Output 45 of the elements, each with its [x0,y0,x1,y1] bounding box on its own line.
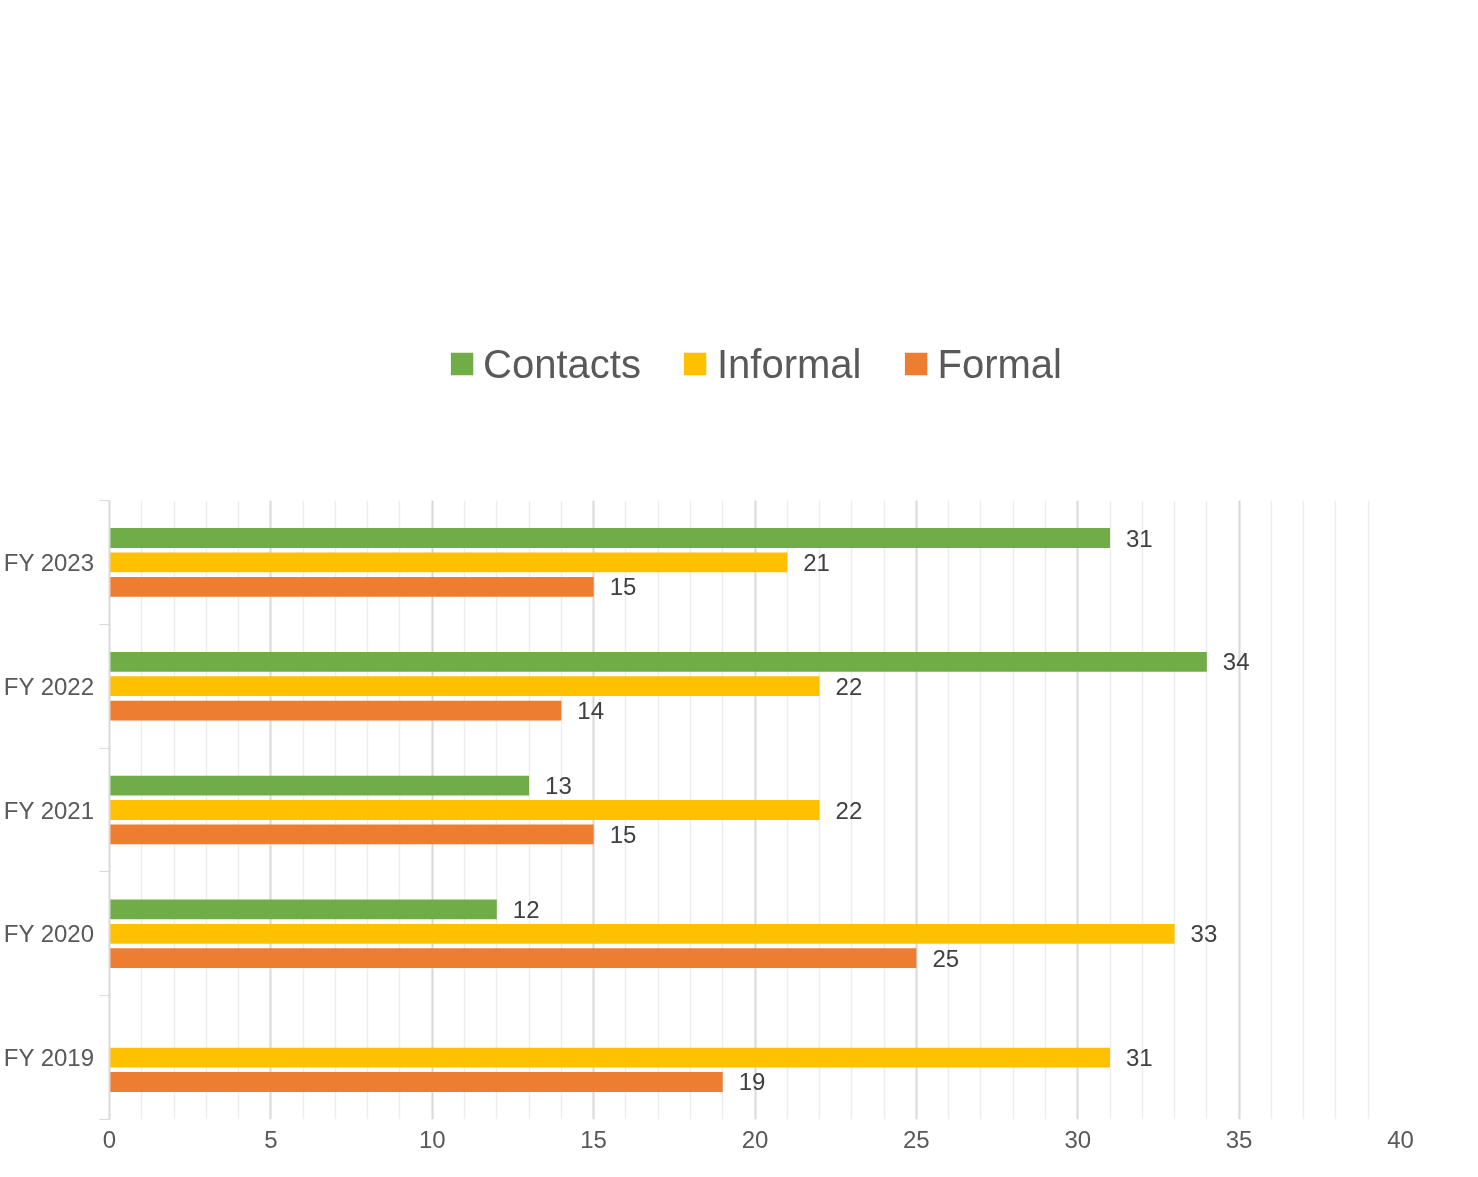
x-tick-label: 35 [1225,1125,1253,1153]
x-tick-label: 40 [1387,1125,1414,1153]
bar [109,1047,1111,1068]
y-tick-label: FY 2020 [3,920,95,948]
data-label: 22 [835,672,863,700]
data-label: 19 [738,1068,766,1096]
bar [109,923,1175,944]
data-label: 22 [835,796,863,824]
legend-label: Formal [937,341,1062,387]
x-tick-label: 25 [903,1125,930,1153]
data-label: 31 [1126,524,1153,552]
legend-label: Contacts [483,341,641,387]
x-tick-label: 15 [580,1125,607,1153]
bar [109,824,594,845]
data-label: 25 [932,944,960,972]
bar [109,1072,723,1092]
bar [109,800,820,820]
y-tick-label: FY 2022 [3,672,95,700]
bar [109,899,497,920]
bar [109,700,562,721]
x-tick-label: 0 [102,1125,117,1153]
x-tick-label: 30 [1064,1125,1092,1153]
legend-label: Informal [716,341,862,387]
y-tick-label: FY 2021 [3,796,95,824]
data-label: 31 [1126,1044,1153,1072]
bar [109,775,530,796]
data-label: 15 [609,820,637,848]
bar [109,576,594,597]
bar [109,552,788,573]
data-label: 33 [1190,920,1218,948]
y-tick-label: FY 2023 [3,548,95,576]
x-tick-label: 20 [741,1125,769,1153]
bar [109,676,820,697]
y-tick-label: FY 2019 [3,1044,95,1072]
x-tick-label: 10 [418,1125,446,1153]
bar [109,651,1207,672]
data-label: 14 [577,697,605,725]
data-label: 12 [512,895,540,923]
data-label: 21 [803,548,830,576]
data-label: 15 [609,573,637,601]
data-label: 34 [1222,648,1250,676]
x-tick-label: 5 [264,1125,278,1153]
bar [109,948,917,969]
bar [109,528,1111,548]
data-label: 13 [545,772,572,800]
